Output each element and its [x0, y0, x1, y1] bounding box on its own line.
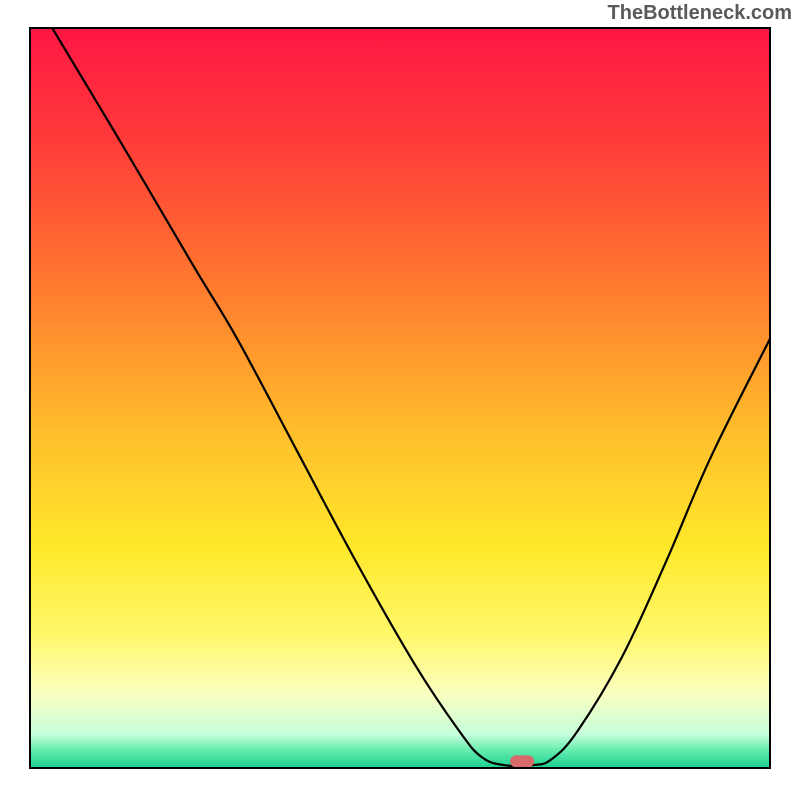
chart-svg	[0, 0, 800, 800]
watermark-text: TheBottleneck.com	[608, 2, 792, 25]
bottleneck-chart	[0, 0, 800, 800]
plot-background	[30, 28, 770, 768]
optimum-marker	[510, 755, 534, 767]
